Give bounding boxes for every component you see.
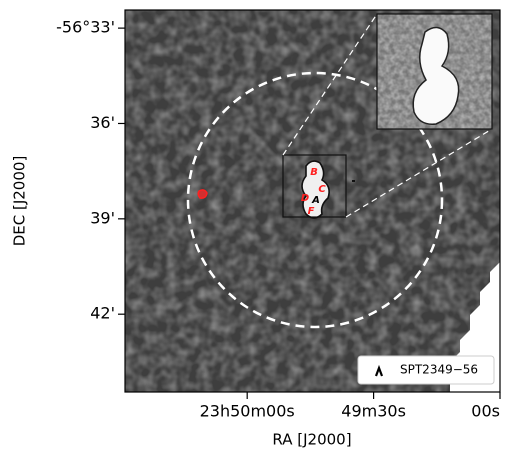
y-tick-label: 36' (90, 113, 115, 132)
x-tick-label: 23h50m00s (200, 402, 295, 421)
x-tick-label: 49m30s (341, 402, 406, 421)
source-label: A (311, 195, 320, 206)
source-label: D (301, 193, 309, 204)
source-label: C (318, 184, 326, 195)
legend-label: SPT2349−56 (400, 363, 478, 377)
x-axis-label: RA [J2000] (272, 431, 351, 449)
legend: SPT2349−56 (357, 355, 495, 385)
y-tick-label: 42' (90, 304, 115, 323)
plot-frame (124, 9, 501, 393)
y-axis-label: DEC [J2000] (11, 156, 29, 247)
y-tick-label: -56°33' (56, 18, 115, 37)
y-tick-label: 39' (90, 208, 115, 227)
source-label: F (308, 206, 315, 217)
sky-image (125, 10, 500, 392)
source-label: B (310, 167, 318, 178)
x-tick-label: 00s (471, 402, 500, 421)
